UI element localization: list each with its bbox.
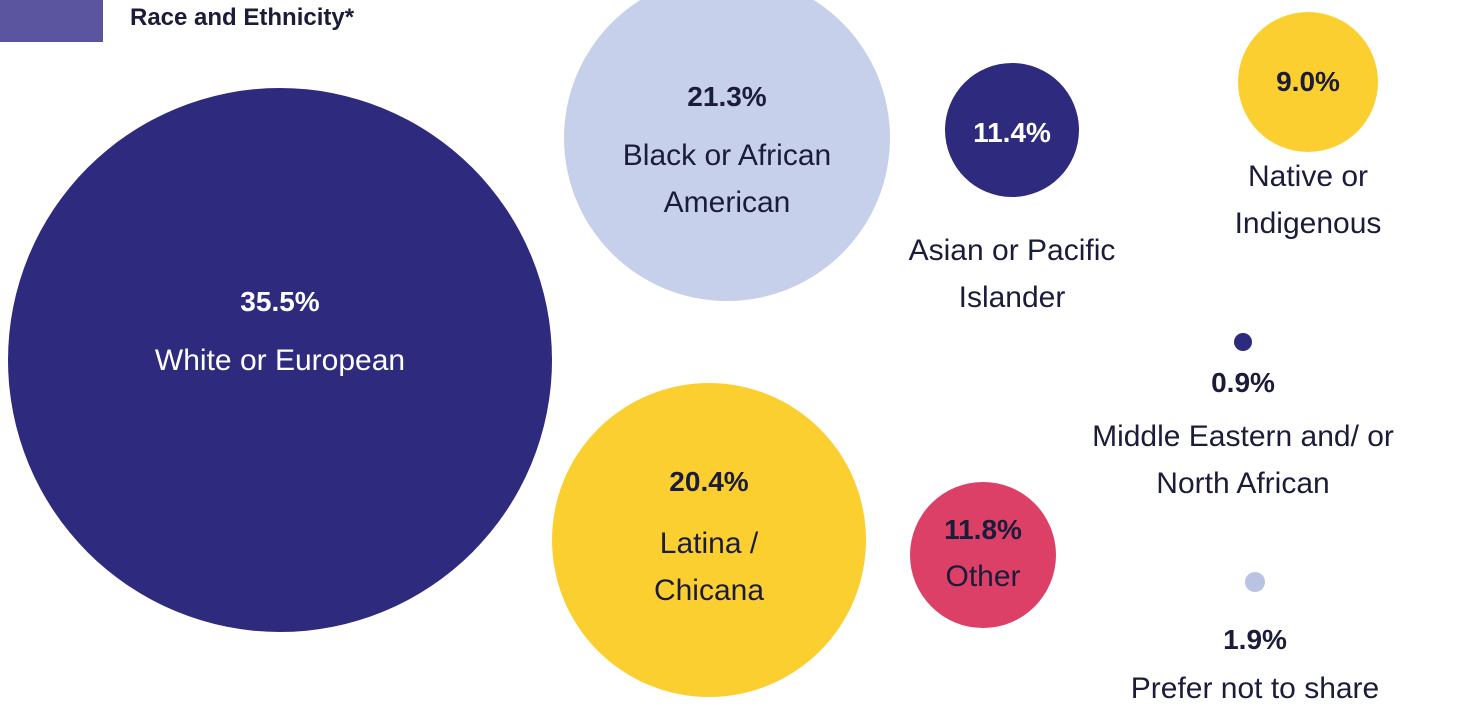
category-label: Asian or Pacific Islander [908,234,1116,314]
category-label: White or European [154,344,406,377]
bubble [564,0,890,301]
category-label: Other [945,560,1021,593]
bubble [8,88,552,632]
chart-title: Race and Ethnicity* [130,4,355,31]
bubble [1245,572,1265,592]
value-label: 1.9% [1223,624,1287,655]
value-label: 0.9% [1211,367,1275,398]
category-label: Black or African American [622,139,832,219]
title-accent [0,0,103,42]
bubble [552,383,866,697]
category-label: Latina / Chicana [653,527,765,607]
value-label: 11.4% [973,117,1051,148]
bubble [1238,12,1378,152]
value-label: 20.4% [669,466,749,497]
bubble [1234,333,1252,351]
category-label: Prefer not to share [1130,672,1380,705]
bubble [945,63,1079,197]
value-label: 9.0% [1276,66,1340,97]
category-label: Middle Eastern and/ or North African [1092,420,1394,500]
bubble [910,482,1056,628]
value-label: 21.3% [687,81,767,112]
value-label: 11.8% [944,514,1022,545]
category-label: Native or Indigenous [1234,160,1382,240]
value-label: 35.5% [240,286,320,317]
